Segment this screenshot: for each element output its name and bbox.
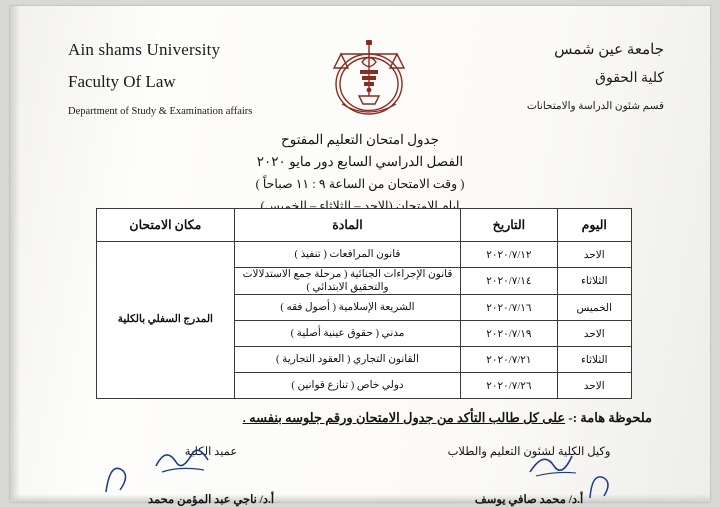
table-row: الاحد ٢٠٢٠/٧/١٩ مدني ( حقوق عينية أصلية … (97, 320, 633, 348)
signature-name: أ.د/ محمد صافي يوسف (474, 494, 584, 506)
header-arabic: جامعة عين شمس كلية الحقوق قسم شئون الدرا… (434, 40, 664, 112)
table-row: الاحد ٢٠٢٠/٧/١٢ قانون المرافعات ( تنفيذ … (96, 240, 633, 400)
title-block: جدول امتحان التعليم المفتوح الفصل الدراس… (10, 132, 710, 220)
important-note: ملحوظة هامة :- على كل طالب التأكد من جدو… (243, 410, 652, 426)
university-name-ar: جامعة عين شمس (554, 42, 664, 58)
university-name-en: Ain shams University (68, 40, 221, 59)
cell-subject: القانون التجاري ( العقود التجارية ) (233, 346, 462, 374)
col-header-place: مكان الامتحان (96, 208, 235, 242)
table-row: الثلاثاء ٢٠٢٠/٧/١٤ قانون الإجراءات الجنا… (97, 266, 633, 296)
cell-day: الخميس (556, 294, 633, 322)
col-header-date: التاريخ (460, 208, 558, 242)
cell-date: ٢٠٢٠/٧/١٦ (460, 294, 558, 322)
signature-vice-dean: وكيل الكلية لشئون التعليم والطلاب أ.د/ م… (404, 444, 654, 506)
cell-exam-place: المدرج السفلي بالكلية (96, 240, 235, 400)
cell-date: ٢٠٢٠/٧/١٤ (460, 266, 558, 296)
university-crest-icon (326, 34, 412, 118)
faculty-name-ar: كلية الحقوق (595, 71, 664, 86)
cell-day: الثلاثاء (556, 346, 633, 374)
cell-day: الاحد (556, 241, 633, 268)
col-header-day: اليوم (556, 208, 633, 242)
cell-date: ٢٠٢٠/٧/٢١ (460, 346, 558, 374)
page-edge-shadow (10, 6, 20, 502)
note-label: ملحوظة هامة :- (568, 410, 652, 425)
exam-time-line: ( وقت الامتحان من الساعة ٩ : ١١ صباحاً ) (255, 177, 465, 191)
cell-subject: الشريعة الإسلامية ( أصول فقه ) (233, 294, 462, 322)
department-name-ar: قسم شئون الدراسة والامتحانات (526, 101, 664, 112)
header-english: Ain shams University Faculty Of Law Depa… (68, 40, 318, 117)
cell-subject: مدني ( حقوق عينية أصلية ) (233, 320, 462, 348)
cell-subject: قانون المرافعات ( تنفيذ ) (233, 241, 462, 268)
cell-day: الثلاثاء (556, 266, 633, 296)
page-bottom-shadow (10, 494, 710, 502)
cell-date: ٢٠٢٠/٧/١٩ (460, 320, 558, 348)
signature-role: عميد الكلية (184, 446, 238, 458)
signature-dean: عميد الكلية أ.د/ ناجي عبد المؤمن محمد (106, 444, 316, 506)
cell-subject: قانون الإجراءات الجنائية ( مرحلة جمع الا… (233, 266, 462, 296)
table-header-row: اليوم التاريخ المادة مكان الامتحان (96, 208, 633, 242)
signature-name: أ.د/ ناجي عبد المؤمن محمد (147, 494, 275, 506)
col-header-subject: المادة (233, 208, 462, 242)
exam-schedule-table: اليوم التاريخ المادة مكان الامتحان الاحد… (96, 208, 633, 400)
document-page: Ain shams University Faculty Of Law Depa… (10, 6, 710, 506)
cell-subject: دولي خاص ( تنازع قوانين ) (233, 372, 462, 400)
cell-day: الاحد (556, 372, 633, 400)
faculty-name-en: Faculty Of Law (68, 72, 176, 91)
cell-day: الاحد (556, 320, 633, 348)
doc-subtitle: الفصل الدراسي السابع دور مايو ٢٠٢٠ (256, 154, 464, 169)
table-row: الثلاثاء ٢٠٢٠/٧/٢١ القانون التجاري ( الع… (97, 346, 633, 374)
cell-date: ٢٠٢٠/٧/١٢ (460, 241, 558, 268)
cell-date: ٢٠٢٠/٧/٢٦ (460, 372, 558, 400)
signature-role: وكيل الكلية لشئون التعليم والطلاب (447, 446, 611, 458)
doc-title: جدول امتحان التعليم المفتوح (281, 132, 439, 147)
table-row: الاحد ٢٠٢٠/٧/٢٦ دولي خاص ( تنازع قوانين … (97, 372, 633, 400)
note-text: على كل طالب التأكد من جدول الامتحان ورقم… (242, 410, 566, 425)
department-name-en: Department of Study & Examination affair… (68, 106, 253, 117)
